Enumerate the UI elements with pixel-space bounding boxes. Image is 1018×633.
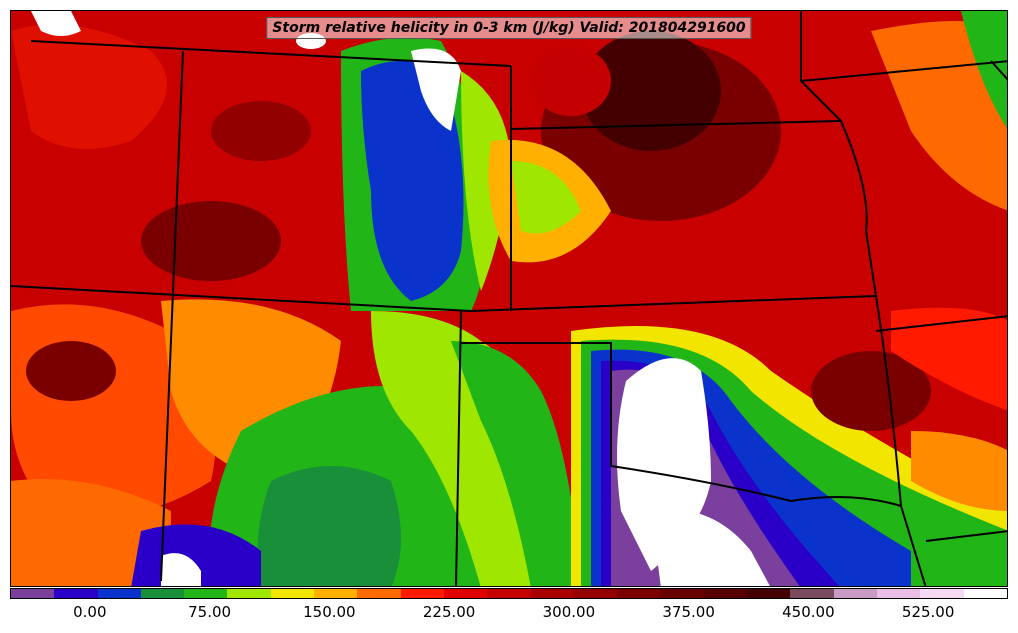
- field-patch: [871, 21, 1007, 211]
- colorbar-tick-label: 150.00: [303, 603, 356, 621]
- field-patch: [581, 31, 721, 151]
- border-line: [840, 120, 877, 297]
- field-patch: [26, 341, 116, 401]
- colorbar-swatch: [140, 589, 185, 598]
- field-patch: [811, 351, 931, 431]
- colorbar-swatch: [314, 589, 358, 598]
- border-line: [900, 505, 927, 586]
- field-patch: [161, 553, 201, 586]
- field-patch: [891, 307, 1007, 411]
- colorbar-swatch: [660, 589, 704, 598]
- field-patch: [141, 201, 281, 281]
- field-patch: [461, 71, 511, 291]
- colorbar-tick-label: 525.00: [901, 603, 955, 621]
- field-patch: [961, 11, 1007, 128]
- colorbar-tick-labels: 0.00 75.00 150.00 225.00 300.00 375.00 450.00 5…: [10, 603, 1008, 623]
- border-line: [470, 295, 877, 312]
- colorbar-swatch: [963, 589, 1007, 598]
- border-line: [875, 315, 1007, 332]
- border-line: [455, 310, 462, 586]
- colorbar-swatch: [400, 589, 444, 598]
- colorbar-swatch: [920, 589, 964, 598]
- colorbar-tick-label: 300.00: [542, 603, 596, 621]
- border-line: [510, 120, 842, 130]
- field-patch: [451, 341, 581, 586]
- border-line: [925, 530, 1007, 542]
- border-line: [11, 285, 472, 312]
- white-region: [651, 509, 770, 586]
- colorbar-swatch: [703, 589, 748, 598]
- colorbar-tick-label: 375.00: [662, 603, 715, 621]
- map-panel: Storm relative helicity in 0-3 km (J/kg)…: [10, 10, 1008, 587]
- colorbar-swatch: [747, 589, 791, 598]
- colorbar-tick-label: 75.00: [188, 603, 232, 621]
- colorbar-swatch: [97, 589, 141, 598]
- colorbar-swatch: [11, 589, 55, 598]
- field-patch: [531, 46, 611, 116]
- field-patch: [11, 479, 171, 586]
- field-patch: [11, 24, 167, 150]
- colorbar-swatch: [270, 589, 315, 598]
- colorbar-swatch: [443, 589, 488, 598]
- colorbar-swatch: [573, 589, 618, 598]
- colorbar-swatch: [876, 589, 921, 598]
- border-line: [875, 295, 902, 507]
- colorbar: [10, 588, 1008, 599]
- state-boundaries: [11, 11, 1007, 586]
- border-line: [30, 40, 512, 67]
- border-line: [800, 60, 1007, 82]
- border-line: [800, 11, 842, 122]
- field-patch: [411, 48, 461, 131]
- colorbar-swatch: [227, 589, 271, 598]
- colorbar-swatch: [487, 589, 531, 598]
- colorbar-tick-label: 225.00: [422, 603, 476, 621]
- colorbar-tick-label: 0.00: [73, 603, 107, 621]
- colorbar-swatch: [617, 589, 661, 598]
- border-line: [160, 50, 184, 582]
- field-patch: [257, 466, 401, 586]
- colorbar-swatch: [530, 589, 574, 598]
- colorbar-swatch: [357, 589, 401, 598]
- colorbar-swatch: [833, 589, 877, 598]
- field-patch: [211, 101, 311, 161]
- border-line: [461, 342, 612, 466]
- field-patch: [31, 11, 81, 36]
- field-patch: [511, 161, 581, 234]
- colorbar-tick-label: 450.00: [782, 603, 835, 621]
- border-line: [610, 465, 902, 507]
- colorbar-swatch: [184, 589, 228, 598]
- field-patch: [911, 431, 1007, 511]
- colorbar-swatch: [54, 589, 98, 598]
- helicity-field-map: [11, 11, 1007, 586]
- map-title: Storm relative helicity in 0-3 km (J/kg)…: [266, 17, 752, 39]
- colorbar-swatch: [790, 589, 834, 598]
- border-line: [990, 60, 1007, 81]
